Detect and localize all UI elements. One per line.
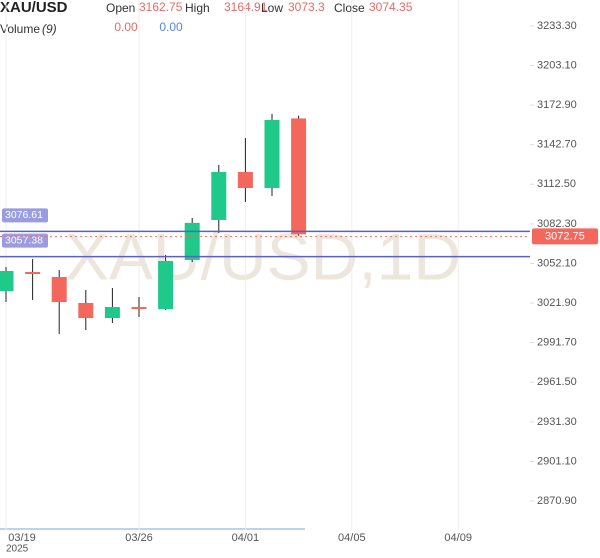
y-tick-label: 3142.70 <box>537 139 577 151</box>
year-label: 2025 <box>6 544 29 555</box>
header-value: 3162.75 <box>139 0 183 14</box>
header-label: Low <box>261 1 283 15</box>
y-tick-label: 3112.50 <box>537 178 576 190</box>
candle-body <box>211 171 227 220</box>
candle-body <box>291 118 307 235</box>
y-tick-label: 3021.90 <box>537 297 577 309</box>
y-tick-label: 3172.90 <box>537 99 577 111</box>
y-tick-label: 2991.70 <box>537 337 577 349</box>
header-label: Open <box>106 1 135 15</box>
last-price-label: 3072.75 <box>545 230 585 242</box>
y-tick-label: 3203.10 <box>537 59 577 71</box>
y-tick-label: 2901.10 <box>537 455 577 467</box>
header-label: Close <box>334 1 365 15</box>
candle-body <box>264 119 280 188</box>
candle-body <box>184 222 200 260</box>
candle-body <box>25 272 41 275</box>
candle-body <box>158 261 174 309</box>
level-tag <box>2 233 48 248</box>
volume-label: Volume <box>0 22 40 36</box>
level-label: 3057.38 <box>5 234 43 246</box>
candle-body <box>51 276 67 303</box>
header-value: 3073.3 <box>288 0 325 14</box>
candle-body <box>237 171 253 188</box>
candle-body <box>78 302 94 319</box>
volume-value: 0.00 <box>114 20 138 34</box>
candle-body <box>104 307 120 319</box>
last-price-tag <box>532 228 598 245</box>
header-value: 3074.35 <box>369 0 413 14</box>
y-tick-label: 3082.30 <box>537 218 577 230</box>
y-tick-label: 2961.50 <box>537 376 577 388</box>
y-tick-label: 3052.10 <box>537 257 577 269</box>
y-tick-label: 3233.30 <box>537 20 577 32</box>
y-tick-label: 2931.30 <box>537 416 577 428</box>
level-tag <box>2 208 48 223</box>
volume-strip <box>0 528 305 530</box>
level-label: 3076.61 <box>5 209 43 221</box>
x-tick-label: 04/05 <box>338 532 366 544</box>
x-tick-label: 03/26 <box>125 532 153 544</box>
volume-value: 0.00 <box>159 20 183 34</box>
x-tick-label: 04/01 <box>232 532 260 544</box>
candle-body <box>131 307 147 310</box>
x-tick-label: 03/19 <box>8 532 36 544</box>
y-tick-label: 2870.90 <box>537 495 577 507</box>
candle-body <box>0 270 14 292</box>
chart-title: XAU/USD <box>0 0 68 16</box>
volume-period: (9) <box>42 22 57 36</box>
x-tick-label: 04/09 <box>444 532 472 544</box>
header-label: High <box>185 1 210 15</box>
